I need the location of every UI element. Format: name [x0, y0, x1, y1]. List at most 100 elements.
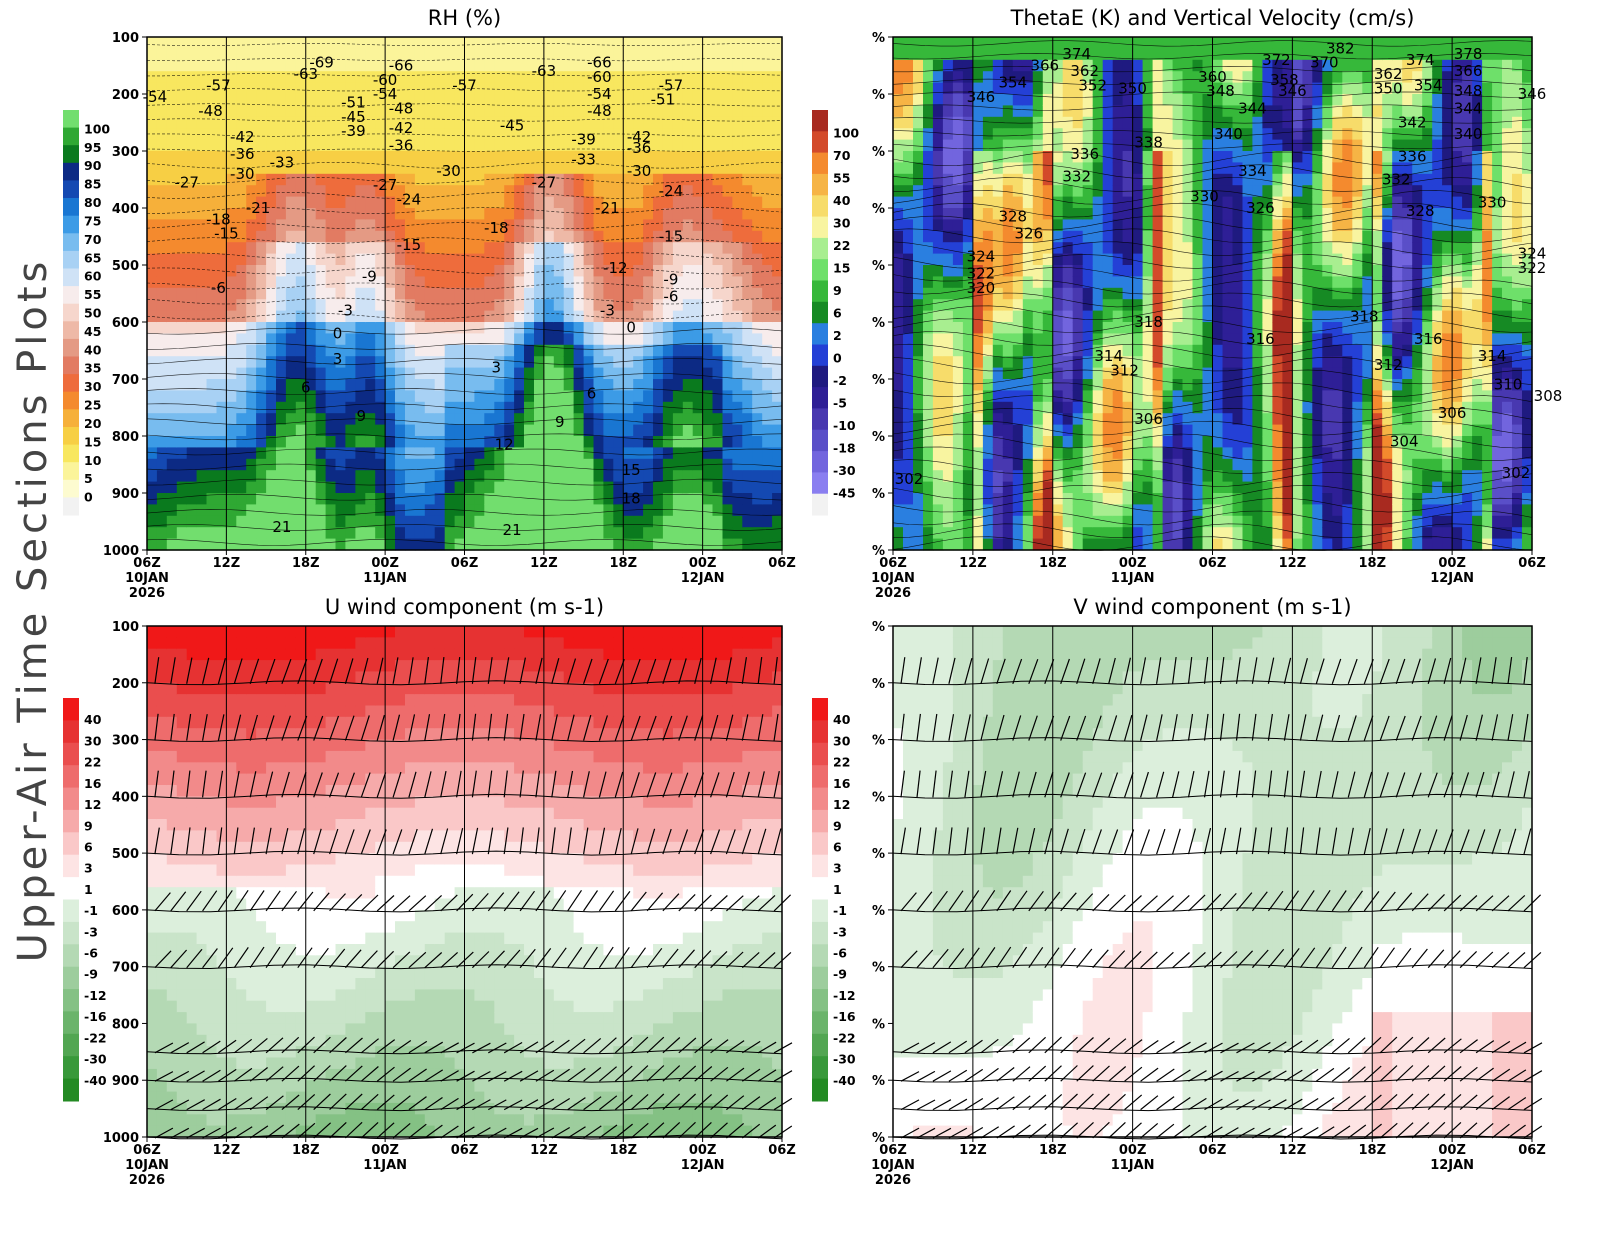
field-cell — [613, 413, 624, 425]
field-cell — [226, 265, 237, 277]
contour-label: -12 — [603, 259, 628, 277]
field-cell — [913, 83, 924, 95]
field-cell — [147, 322, 158, 334]
field-cell — [1003, 288, 1014, 300]
field-cell — [326, 151, 337, 163]
field-cell — [673, 208, 684, 220]
field-cell — [1113, 299, 1124, 311]
field-cell — [345, 356, 356, 368]
field-cell — [425, 436, 436, 448]
field-cell — [226, 242, 237, 254]
field-cell — [217, 48, 228, 60]
field-cell — [1003, 60, 1014, 72]
field-cell — [943, 71, 954, 83]
field-cell — [564, 60, 575, 72]
field-cell — [256, 219, 267, 231]
field-cell — [197, 288, 208, 300]
y-tick-label: 600 — [112, 316, 139, 331]
field-cell — [1282, 185, 1293, 197]
field-cell — [703, 516, 714, 528]
field-cell — [943, 94, 954, 106]
field-cell — [385, 516, 396, 528]
field-cell — [973, 390, 984, 402]
field-cell — [923, 379, 934, 391]
field-cell — [1083, 219, 1094, 231]
field-cell — [266, 299, 277, 311]
field-cell — [762, 71, 773, 83]
field-cell — [296, 151, 307, 163]
field-cell — [693, 276, 704, 288]
field-cell — [157, 356, 168, 368]
field-cell — [1123, 265, 1134, 277]
field-cell — [713, 71, 724, 83]
field-cell — [147, 390, 158, 402]
field-cell — [1223, 299, 1234, 311]
field-cell — [923, 516, 934, 528]
field-cell — [973, 379, 984, 391]
field-cell — [1292, 276, 1303, 288]
field-cell — [683, 48, 694, 60]
field-cell — [564, 37, 575, 49]
field-cell — [1123, 493, 1134, 505]
field-cell — [1083, 185, 1094, 197]
field-cell — [465, 299, 476, 311]
field-cell — [1243, 219, 1254, 231]
field-cell — [723, 105, 734, 117]
field-cell — [316, 322, 327, 334]
field-cell — [742, 436, 753, 448]
field-cell — [365, 197, 376, 209]
field-cell — [643, 242, 654, 254]
field-cell — [732, 299, 743, 311]
field-cell — [554, 516, 565, 528]
field-cell — [455, 60, 466, 72]
field-cell — [1252, 390, 1263, 402]
field-cell — [653, 333, 664, 345]
field-cell — [405, 402, 416, 414]
field-cell — [1153, 482, 1164, 494]
field-cell — [693, 402, 704, 414]
field-cell — [1243, 242, 1254, 254]
field-cell — [1153, 219, 1164, 231]
field-cell — [1143, 231, 1154, 243]
field-cell — [1133, 208, 1144, 220]
field-cell — [1003, 299, 1014, 311]
field-cell — [1223, 459, 1234, 471]
field-cell — [732, 242, 743, 254]
field-cell — [534, 219, 545, 231]
field-cell — [395, 493, 406, 505]
field-cell — [1262, 37, 1273, 49]
field-cell — [713, 276, 724, 288]
field-cell — [197, 231, 208, 243]
field-cell — [1203, 117, 1214, 129]
field-cell — [973, 48, 984, 60]
field-cell — [1233, 265, 1244, 277]
colorbar-label: 0 — [84, 490, 93, 505]
field-cell — [1163, 413, 1174, 425]
field-cell — [1233, 311, 1244, 323]
field-cell — [673, 425, 684, 437]
field-cell — [425, 117, 436, 129]
field-cell — [1043, 356, 1054, 368]
field-cell — [425, 48, 436, 60]
field-cell — [564, 48, 575, 60]
field-cell — [187, 436, 198, 448]
field-cell — [157, 345, 168, 357]
field-cell — [445, 208, 456, 220]
contour-label: 18 — [622, 490, 641, 508]
field-cell — [983, 539, 994, 551]
field-cell — [207, 265, 218, 277]
field-cell — [693, 219, 704, 231]
field-cell — [276, 219, 287, 231]
field-cell — [1243, 311, 1254, 323]
field-cell — [425, 71, 436, 83]
field-cell — [1262, 311, 1273, 323]
field-cell — [762, 185, 773, 197]
field-cell — [643, 299, 654, 311]
field-cell — [623, 413, 634, 425]
field-cell — [365, 345, 376, 357]
field-cell — [713, 482, 724, 494]
field-cell — [584, 527, 595, 539]
field-cell — [953, 368, 964, 380]
field-cell — [893, 322, 904, 334]
field-cell — [1093, 504, 1104, 516]
